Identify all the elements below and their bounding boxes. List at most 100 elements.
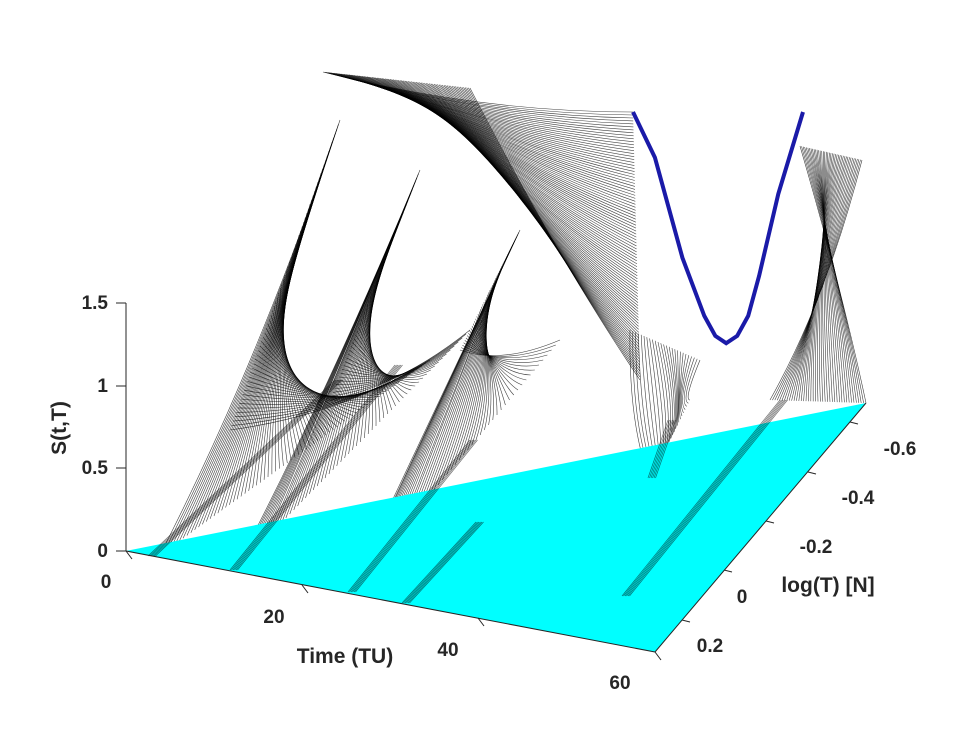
mesh-line [676,350,679,426]
mesh-line [401,521,477,604]
mesh-line [480,309,492,426]
mesh-line [409,521,484,604]
mesh-line [818,150,838,403]
mesh-line [251,367,377,400]
time-ticks: 0 20 40 60 [101,550,662,694]
mesh-line [623,399,782,597]
mesh-line [813,149,845,403]
time-axis-label: Time (TU) [297,645,393,668]
mesh-line [668,346,676,436]
mesh-line [459,339,561,356]
mesh-line [465,337,540,367]
logT-axis-label: log(T) [N] [781,574,874,597]
mesh-band [769,145,867,404]
mesh-line [823,151,828,402]
mesh-line [685,358,698,404]
mesh-line [280,288,307,450]
mesh-line [823,151,831,402]
time-tick-label: 60 [609,673,630,694]
mesh-line [358,327,396,407]
time-tick-label: 20 [263,607,284,628]
mesh-line [466,335,535,371]
mesh-line [476,316,502,411]
mesh-line [779,158,857,401]
mesh-line [469,330,527,381]
mesh-line [629,399,788,597]
mesh-line [652,419,673,479]
mesh-line [171,133,336,547]
mesh-line [769,159,863,401]
mesh-line [235,364,402,571]
mesh-line [274,252,294,472]
mesh-line [407,521,483,604]
z-tick-label: 1 [97,376,108,397]
mesh-line [674,349,678,429]
mesh-line [687,359,701,401]
mesh-line [353,439,477,593]
mesh-line [263,239,298,480]
mesh-line [812,148,848,403]
mesh-line [809,148,852,403]
mesh-line [281,283,303,452]
mesh-line [671,347,678,433]
mesh-line [781,158,855,401]
highlight-curve [631,111,805,346]
mesh-line [788,157,850,401]
mesh-line [283,274,296,458]
mesh-line [786,157,852,401]
mesh-line [397,79,637,250]
mesh-line [621,399,781,597]
mesh-line [384,78,637,226]
mesh-line [155,379,343,557]
mesh-line [475,318,506,406]
mesh-line [271,248,295,475]
mesh-line [463,342,548,361]
mesh-line [350,439,474,593]
mesh-line [277,257,292,469]
mesh-band [322,71,641,381]
mesh-line [650,419,672,479]
mesh-line [624,399,784,597]
mesh-line [232,364,399,571]
mesh-line [805,147,857,403]
mesh-line [415,81,638,282]
mesh-line [267,323,338,428]
mesh-line [478,311,494,421]
mesh-line [229,364,396,571]
mesh-line [481,306,490,431]
mesh-line [819,150,836,403]
mesh-line [649,419,670,479]
mesh-line [666,345,675,439]
mesh-line [468,333,531,376]
mesh-line [282,270,292,461]
mesh-line [360,292,373,443]
mesh-line [393,79,637,241]
mesh-line [471,299,487,446]
mesh-line [391,79,637,238]
mesh-line [159,119,341,556]
mesh-line [663,344,673,442]
time-axis-line [125,550,656,653]
mesh-line [281,266,289,464]
mesh-line [680,353,687,417]
mesh-line [477,313,498,416]
logT-tick-label: -0.2 [800,537,833,558]
mesh-line [272,310,327,436]
mesh-line [149,379,337,557]
mesh-line [356,288,374,447]
mesh-line [470,328,523,386]
mesh-line [458,292,490,461]
mesh-line [815,149,843,403]
mesh-line [329,329,471,401]
mesh-line [653,419,675,479]
mesh-line [388,78,637,232]
mesh-line [791,156,849,401]
mesh-line [472,323,515,396]
mesh-line [776,158,858,401]
mesh-line [469,87,641,381]
z-tick-label: 0.5 [82,458,109,479]
mesh-line [822,151,827,402]
mesh-line [463,294,488,456]
z-tick-label: 1.5 [82,293,109,314]
mesh-line [681,355,690,413]
